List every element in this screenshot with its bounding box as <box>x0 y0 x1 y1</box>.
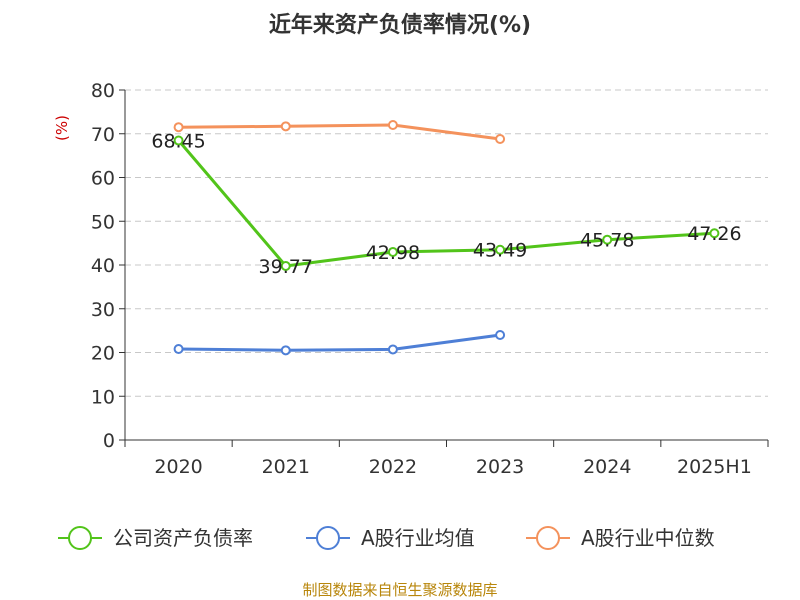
data-label: 68.45 <box>151 131 205 153</box>
legend-swatch-marker <box>68 526 92 550</box>
data-point <box>387 344 398 355</box>
data-point <box>280 345 291 356</box>
data-point <box>173 344 184 354</box>
series-line <box>178 123 501 141</box>
y-tick-label: 50 <box>91 211 115 233</box>
data-label: 39.77 <box>259 256 313 278</box>
y-tick-label: 0 <box>103 430 115 452</box>
data-point <box>280 121 291 132</box>
series-line <box>177 139 715 268</box>
data-point <box>495 330 506 340</box>
grid-lines <box>125 89 768 397</box>
series-lines <box>177 123 715 352</box>
y-tick-label: 40 <box>91 255 115 277</box>
legend-label: A股行业均值 <box>361 526 475 550</box>
x-tick-labels: 2020 2021 2022 2023 2024 2025H1 <box>154 456 751 478</box>
x-tick-label: 2022 <box>369 456 417 478</box>
data-point <box>387 120 398 130</box>
legend-label: 公司资产负债率 <box>113 526 253 550</box>
x-tick-label: 2024 <box>583 456 631 478</box>
x-tick-label: 2023 <box>476 456 524 478</box>
legend-swatch-marker <box>536 526 560 550</box>
source-note: 制图数据来自恒生聚源数据库 <box>302 581 497 599</box>
legend: 公司资产负债率 A股行业均值 A股行业中位数 <box>58 526 715 550</box>
data-label: 45.78 <box>580 230 634 252</box>
chart-title: 近年来资产负债率情况(%) <box>269 12 531 38</box>
axes <box>119 89 769 447</box>
data-label: 42.98 <box>366 242 420 264</box>
data-point <box>495 244 506 255</box>
data-label: 43.49 <box>473 240 527 262</box>
y-tick-label: 10 <box>91 386 115 408</box>
y-tick-label: 20 <box>91 343 115 365</box>
y-tick-label: 60 <box>91 168 115 190</box>
y-axis-unit: (%) <box>53 115 71 141</box>
series-points <box>173 120 720 356</box>
y-tick-label: 80 <box>91 80 115 102</box>
data-point <box>387 246 398 257</box>
data-point <box>280 261 291 272</box>
x-tick-label: 2020 <box>154 456 202 478</box>
y-tick-label: 30 <box>91 299 115 321</box>
data-label: 47.26 <box>687 223 741 245</box>
data-point <box>495 134 506 144</box>
x-tick-label: 2021 <box>262 456 310 478</box>
data-point <box>173 122 184 133</box>
data-point <box>602 234 613 245</box>
x-tick-label: 2025H1 <box>677 456 752 478</box>
legend-label: A股行业中位数 <box>581 526 715 550</box>
series-line <box>178 333 501 352</box>
y-tick-label: 70 <box>91 124 115 146</box>
y-tick-labels: 0 10 20 30 40 50 60 70 80 <box>91 80 115 452</box>
data-point <box>173 135 184 146</box>
data-point <box>709 228 720 239</box>
legend-swatch-marker <box>316 526 340 550</box>
data-labels: 68.45 39.77 42.98 43.49 45.78 47.26 <box>151 131 741 278</box>
